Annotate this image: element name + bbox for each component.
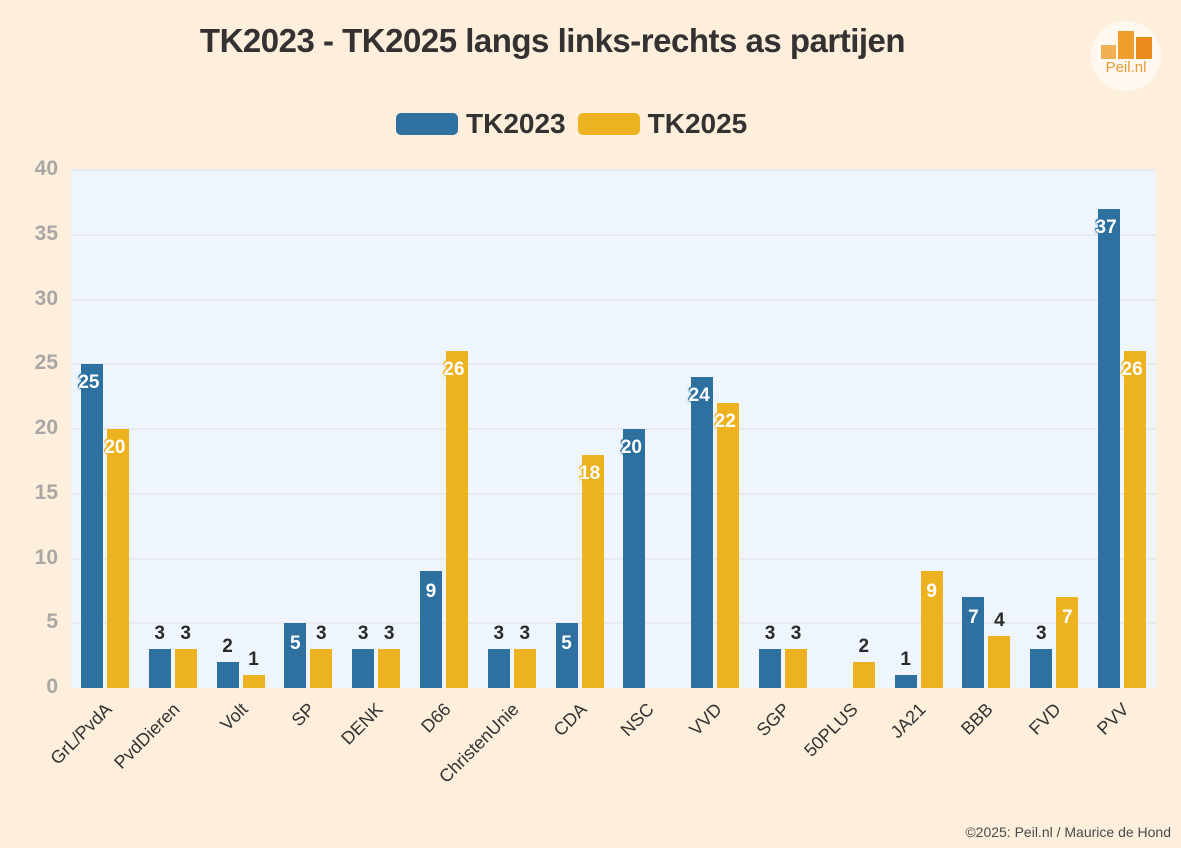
bar-tk2025-grlpvda	[106, 429, 129, 688]
value-label: 7	[1061, 607, 1073, 629]
value-label: 3	[357, 623, 369, 645]
value-label: 3	[764, 623, 776, 645]
value-label: 9	[425, 581, 437, 603]
value-label: 4	[994, 610, 1005, 632]
bar-tk2025-pvddieren	[174, 649, 197, 688]
gridline	[71, 169, 1156, 171]
value-label: 3	[790, 623, 802, 645]
legend-label-tk2025: TK2025	[647, 108, 748, 139]
logo-bar-icon	[1118, 31, 1134, 59]
legend-label-tk2023: TK2023	[466, 108, 566, 139]
value-label: 9	[926, 581, 937, 603]
bar-tk2023-vvd	[691, 377, 714, 688]
bar-tk2025-50plus	[852, 662, 875, 688]
y-tick-label: 15	[34, 480, 58, 504]
bar-tk2023-d66	[419, 571, 442, 688]
bar-tk2023-volt	[216, 662, 239, 688]
chart-title: TK2023 - TK2025 langs links-rechts as pa…	[199, 22, 906, 59]
bar-tk2023-sp	[284, 623, 307, 688]
legend-swatch-tk2023	[396, 113, 458, 135]
y-tick-label: 20	[34, 416, 58, 439]
bar-tk2025-sp	[310, 649, 333, 688]
credit-text: ©2025: Peil.nl / Maurice de Hond	[965, 824, 1171, 840]
y-tick-label: 35	[34, 221, 58, 245]
value-label: 26	[1121, 359, 1143, 381]
value-label: 7	[968, 607, 979, 629]
value-label: 3	[316, 623, 327, 645]
value-label: 3	[383, 623, 395, 645]
gridline	[71, 298, 1156, 301]
bar-tk2025-denk	[378, 649, 401, 688]
value-label: 3	[493, 623, 505, 645]
bar-tk2025-pvv	[1124, 351, 1147, 688]
bar-tk2023-bbb	[962, 597, 985, 688]
bar-tk2025-sgp	[785, 649, 808, 688]
value-label: 18	[579, 462, 601, 484]
value-label: 26	[443, 359, 465, 381]
gridline	[71, 622, 1156, 625]
chart-legend: TK2023 TK2025	[396, 108, 759, 140]
value-label: 2	[858, 636, 870, 658]
bar-tk2025-d66	[445, 351, 468, 688]
gridline	[71, 428, 1156, 430]
y-tick-label: 5	[46, 610, 58, 634]
value-label: 25	[78, 372, 100, 394]
legend-swatch-tk2025	[577, 113, 640, 135]
y-tick-label: 0	[46, 675, 58, 698]
bar-tk2023-grlpvda	[80, 364, 103, 688]
y-tick-label: 10	[34, 545, 58, 569]
bar-tk2025-vvd	[717, 403, 740, 688]
bar-tk2023-pvv	[1098, 208, 1121, 688]
bar-tk2025-cda	[581, 454, 604, 688]
peil-logo: Peil.nl	[1091, 21, 1161, 91]
value-label: 22	[714, 411, 736, 433]
gridline	[71, 492, 1156, 495]
bar-tk2023-nsc	[623, 429, 646, 688]
y-tick-label: 30	[34, 286, 58, 310]
value-label: 3	[519, 623, 531, 645]
value-label: 1	[900, 649, 911, 671]
bar-tk2023-cda	[555, 623, 578, 688]
logo-bar-icon	[1136, 37, 1152, 59]
bar-tk2023-pvddieren	[148, 649, 171, 688]
logo-text: Peil.nl	[1105, 59, 1147, 76]
value-label: 5	[561, 633, 572, 655]
gridline	[71, 557, 1156, 560]
value-label: 20	[104, 437, 126, 458]
bar-tk2025-fvd	[1056, 597, 1079, 688]
bar-tk2025-christenunie	[513, 649, 536, 688]
value-label: 1	[248, 649, 259, 671]
value-label: 37	[1095, 216, 1117, 238]
gridline	[71, 363, 1156, 366]
bar-tk2025-bbb	[988, 636, 1011, 688]
value-label: 5	[290, 633, 301, 655]
bar-tk2023-christenunie	[487, 649, 510, 688]
value-label: 3	[1035, 623, 1047, 645]
y-tick-label: 40	[34, 157, 58, 180]
value-label: 3	[154, 623, 165, 645]
value-label: 2	[222, 636, 233, 658]
logo-bar-icon	[1101, 45, 1116, 59]
bar-tk2023-denk	[352, 649, 375, 688]
value-label: 3	[180, 623, 191, 645]
y-tick-label: 25	[34, 351, 58, 375]
bar-tk2023-fvd	[1030, 649, 1053, 688]
bar-tk2025-ja21	[920, 571, 943, 688]
value-label: 24	[688, 385, 710, 407]
value-label: 20	[620, 437, 642, 458]
bar-tk2023-ja21	[894, 675, 917, 688]
bar-tk2025-volt	[242, 675, 265, 688]
gridline	[71, 233, 1156, 236]
plot-area: 25 20 3 3 2 1 5 3 3 3 9 26 3 3 5 18 20 24 22 3 3 2 1 9 7 4 3 7 37 26	[71, 169, 1156, 688]
bar-tk2023-sgp	[759, 649, 782, 688]
